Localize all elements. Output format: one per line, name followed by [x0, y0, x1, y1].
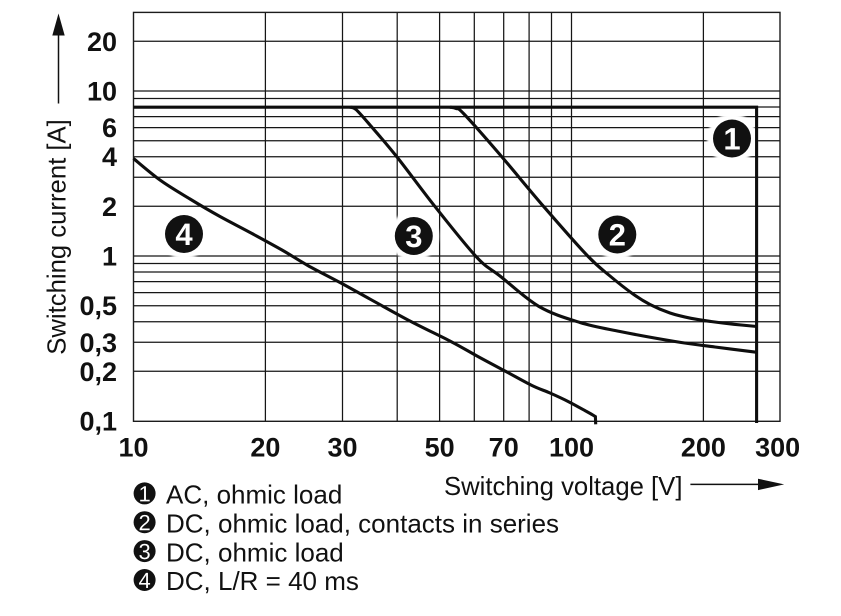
- svg-text:50: 50: [425, 433, 455, 463]
- svg-text:0,5: 0,5: [79, 291, 117, 321]
- svg-text:DC, ohmic load, contacts in se: DC, ohmic load, contacts in series: [166, 509, 559, 539]
- svg-text:0,1: 0,1: [79, 407, 117, 437]
- svg-text:30: 30: [327, 433, 357, 463]
- svg-text:10: 10: [87, 77, 117, 107]
- svg-text:DC, L/R = 40 ms: DC, L/R = 40 ms: [166, 566, 359, 596]
- svg-text:70: 70: [489, 433, 519, 463]
- svg-text:DC, ohmic load: DC, ohmic load: [166, 537, 344, 567]
- svg-text:300: 300: [755, 433, 800, 463]
- svg-text:2: 2: [102, 192, 117, 222]
- svg-text:20: 20: [87, 27, 117, 57]
- svg-text:1: 1: [102, 242, 117, 272]
- svg-text:0,2: 0,2: [79, 357, 117, 387]
- svg-text:6: 6: [102, 113, 117, 143]
- svg-text:200: 200: [681, 433, 726, 463]
- svg-text:AC, ohmic load: AC, ohmic load: [166, 480, 342, 510]
- svg-text:4: 4: [102, 142, 117, 172]
- svg-text:0,3: 0,3: [79, 328, 117, 358]
- svg-text:Switching current [A]: Switching current [A]: [44, 119, 72, 355]
- svg-text:10: 10: [118, 433, 148, 463]
- svg-text:100: 100: [549, 433, 594, 463]
- svg-text:Switching voltage [V]: Switching voltage [V]: [444, 473, 682, 501]
- svg-text:20: 20: [250, 433, 280, 463]
